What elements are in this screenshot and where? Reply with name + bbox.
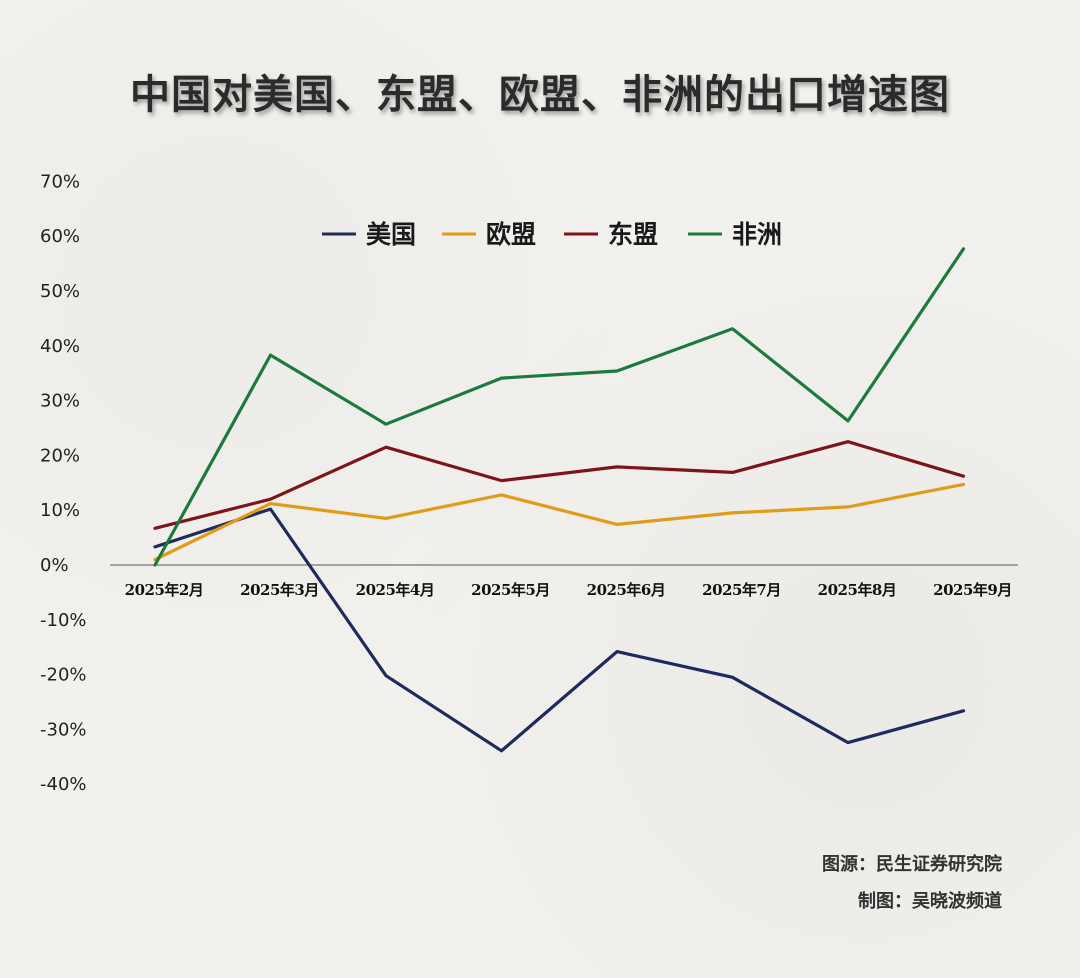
series-line-美国 (153, 507, 966, 753)
source-credit: 图源：民生证券研究院 (822, 854, 1002, 875)
x-tick-label: 2025年8月 (818, 581, 897, 599)
series-line-东盟 (153, 440, 966, 530)
legend: 美国 欧盟 东盟 非洲 (322, 220, 782, 249)
y-tick-label: 40% (40, 336, 80, 357)
x-tick-label: 2025年2月 (125, 581, 204, 599)
x-tick-label: 2025年6月 (587, 581, 666, 599)
y-tick-label: 20% (40, 445, 80, 466)
y-tick-label: 30% (40, 391, 80, 412)
chart-title: 中国对美国、东盟、欧盟、非洲的出口增速图 (130, 71, 950, 118)
series-lines (153, 247, 966, 753)
legend-label: 非洲 (732, 220, 782, 249)
x-tick-label: 2025年7月 (702, 581, 781, 599)
legend-label: 东盟 (608, 220, 658, 249)
y-tick-label: 60% (40, 226, 80, 247)
y-tick-label: -20% (40, 665, 87, 686)
maker-credit: 制图：吴晓波频道 (858, 891, 1002, 912)
x-tick-label: 2025年9月 (933, 581, 1012, 599)
y-tick-label: 0% (40, 555, 69, 576)
x-tick-label: 2025年5月 (471, 581, 550, 599)
x-tick-label: 2025年4月 (356, 581, 435, 599)
x-tick-label: 2025年3月 (240, 581, 319, 599)
y-axis: 70% 60% 50% 40% 30% 20% 10% 0% -10% -20% -30% -40% (40, 171, 87, 795)
y-tick-label: -40% (40, 774, 87, 795)
y-tick-label: -10% (40, 610, 87, 631)
y-tick-label: 50% (40, 281, 80, 302)
x-axis: 2025年2月 2025年3月 2025年4月 2025年5月 2025年6月 2025年… (110, 564, 1018, 599)
legend-label: 美国 (366, 220, 416, 249)
y-tick-label: -30% (40, 719, 87, 740)
series-line-欧盟 (153, 482, 966, 562)
y-tick-label: 70% (40, 171, 80, 192)
legend-label: 欧盟 (486, 220, 536, 249)
credits: 图源：民生证券研究院 制图：吴晓波频道 (822, 846, 1002, 920)
y-tick-label: 10% (40, 500, 80, 521)
series-line-非洲 (153, 247, 966, 567)
